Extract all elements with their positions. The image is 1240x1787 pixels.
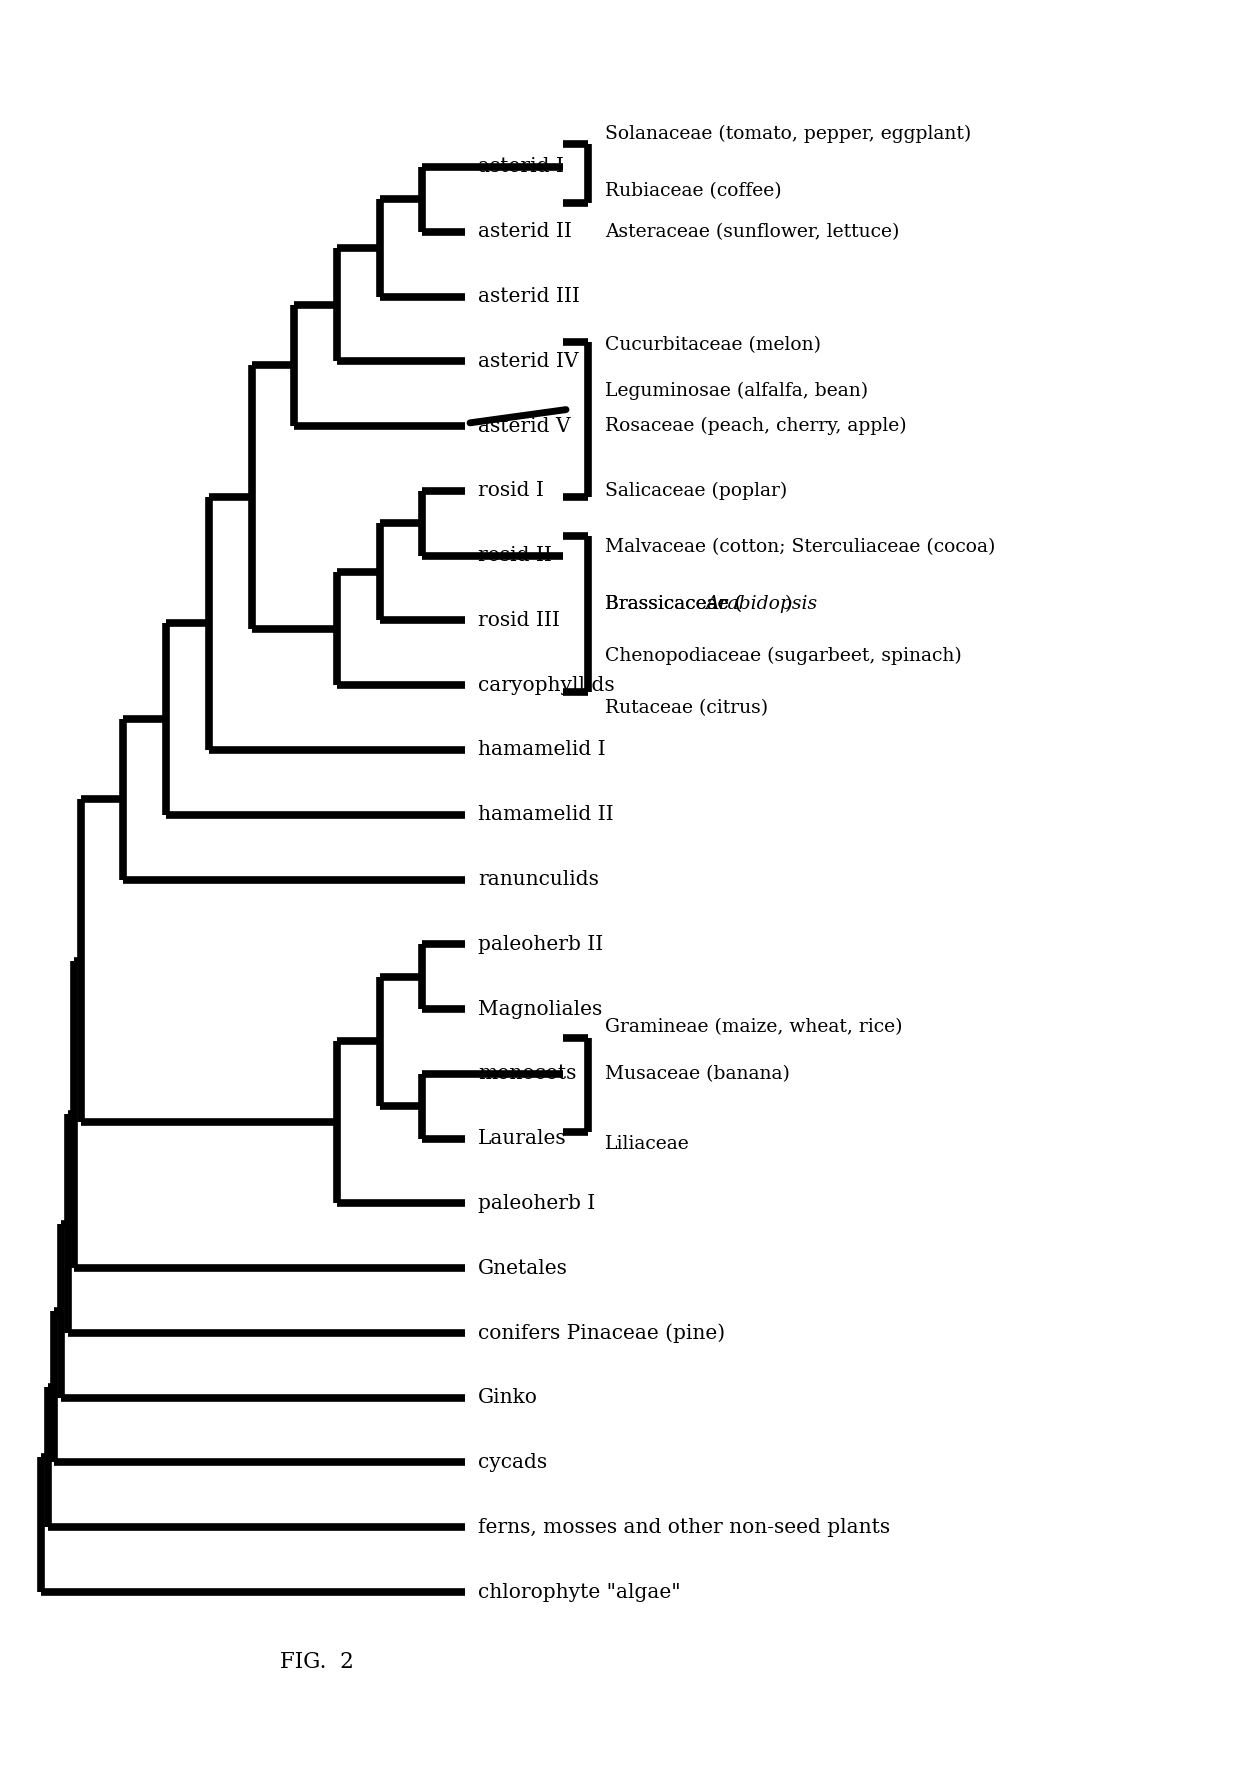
Text: Solanaceae (tomato, pepper, eggplant): Solanaceae (tomato, pepper, eggplant) xyxy=(605,125,971,143)
Text: Rubiaceae (coffee): Rubiaceae (coffee) xyxy=(605,182,781,200)
Text: Gramineae (maize, wheat, rice): Gramineae (maize, wheat, rice) xyxy=(605,1019,903,1036)
Text: asterid I: asterid I xyxy=(477,157,564,177)
Text: paleoherb I: paleoherb I xyxy=(477,1194,595,1213)
Text: asterid V: asterid V xyxy=(477,416,570,436)
Text: FIG.  2: FIG. 2 xyxy=(280,1651,353,1673)
Text: asterid III: asterid III xyxy=(477,288,580,306)
Text: Rutaceae (citrus): Rutaceae (citrus) xyxy=(605,699,768,717)
Text: Brassicaceae (: Brassicaceae ( xyxy=(605,595,742,613)
Text: Musaceae (banana): Musaceae (banana) xyxy=(605,1065,790,1083)
Text: Gnetales: Gnetales xyxy=(477,1258,568,1278)
Text: hamamelid I: hamamelid I xyxy=(477,740,605,759)
Text: Laurales: Laurales xyxy=(477,1129,567,1147)
Text: Magnoliales: Magnoliales xyxy=(477,999,603,1019)
Text: chlorophyte "algae": chlorophyte "algae" xyxy=(477,1583,681,1601)
Text: Liliaceae: Liliaceae xyxy=(605,1135,689,1153)
Text: conifers Pinaceae (pine): conifers Pinaceae (pine) xyxy=(477,1322,725,1342)
Text: Asteraceae (sunflower, lettuce): Asteraceae (sunflower, lettuce) xyxy=(605,223,899,241)
Text: Malvaceae (cotton; Sterculiaceae (cocoa): Malvaceae (cotton; Sterculiaceae (cocoa) xyxy=(605,538,996,556)
Text: paleoherb II: paleoherb II xyxy=(477,935,603,954)
Text: Cucurbitaceae (melon): Cucurbitaceae (melon) xyxy=(605,336,821,354)
Text: Salicaceae (poplar): Salicaceae (poplar) xyxy=(605,482,787,500)
Text: rosid I: rosid I xyxy=(477,481,544,500)
Text: asterid II: asterid II xyxy=(477,222,572,241)
Text: Brassicaceae (: Brassicaceae ( xyxy=(605,595,742,613)
Text: ranunculids: ranunculids xyxy=(477,870,599,888)
Text: ferns, mosses and other non-seed plants: ferns, mosses and other non-seed plants xyxy=(477,1517,890,1537)
Text: hamamelid II: hamamelid II xyxy=(477,806,614,824)
Text: cycads: cycads xyxy=(477,1453,547,1472)
Text: rosid II: rosid II xyxy=(477,547,552,565)
Text: Leguminosae (alfalfa, bean): Leguminosae (alfalfa, bean) xyxy=(605,381,868,400)
Text: Chenopodiaceae (sugarbeet, spinach): Chenopodiaceae (sugarbeet, spinach) xyxy=(605,647,962,665)
Text: rosid III: rosid III xyxy=(477,611,560,629)
Text: monocots: monocots xyxy=(477,1065,577,1083)
Text: caryophyllids: caryophyllids xyxy=(477,675,615,695)
Text: Rosaceae (peach, cherry, apple): Rosaceae (peach, cherry, apple) xyxy=(605,416,906,436)
Text: Ginko: Ginko xyxy=(477,1388,538,1406)
Text: Arabidopsis: Arabidopsis xyxy=(706,595,818,613)
Text: asterid IV: asterid IV xyxy=(477,352,579,372)
Text: ): ) xyxy=(785,595,792,613)
Text: Brassicaceae (​Arabidopsis): Brassicaceae (​Arabidopsis) xyxy=(605,595,861,613)
